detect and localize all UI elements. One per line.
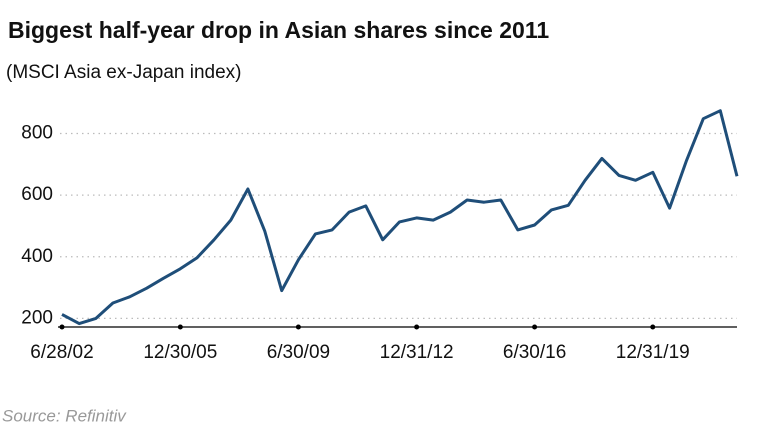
chart-subtitle: (MSCI Asia ex-Japan index) bbox=[6, 62, 242, 83]
x-tick-label: 12/31/19 bbox=[616, 342, 690, 363]
chart-title: Biggest half-year drop in Asian shares s… bbox=[8, 17, 549, 43]
x-tick bbox=[295, 324, 301, 330]
y-tick-label: 800 bbox=[21, 123, 53, 144]
x-tick-label: 6/30/16 bbox=[503, 342, 566, 363]
x-tick bbox=[59, 324, 65, 330]
y-tick-label: 600 bbox=[21, 184, 53, 205]
x-tick-label: 6/28/02 bbox=[30, 342, 93, 363]
source: Source: Refinitiv bbox=[2, 406, 127, 425]
x-tick bbox=[650, 324, 656, 330]
y-tick-label: 400 bbox=[21, 246, 53, 267]
x-tick bbox=[177, 324, 183, 330]
y-tick-label: 200 bbox=[21, 307, 53, 328]
x-tick bbox=[414, 324, 420, 330]
x-tick bbox=[532, 324, 538, 330]
x-tick-label: 12/30/05 bbox=[143, 342, 217, 363]
x-tick-label: 12/31/12 bbox=[380, 342, 454, 363]
line bbox=[61, 109, 739, 326]
x-tick-label: 6/30/09 bbox=[267, 342, 330, 363]
